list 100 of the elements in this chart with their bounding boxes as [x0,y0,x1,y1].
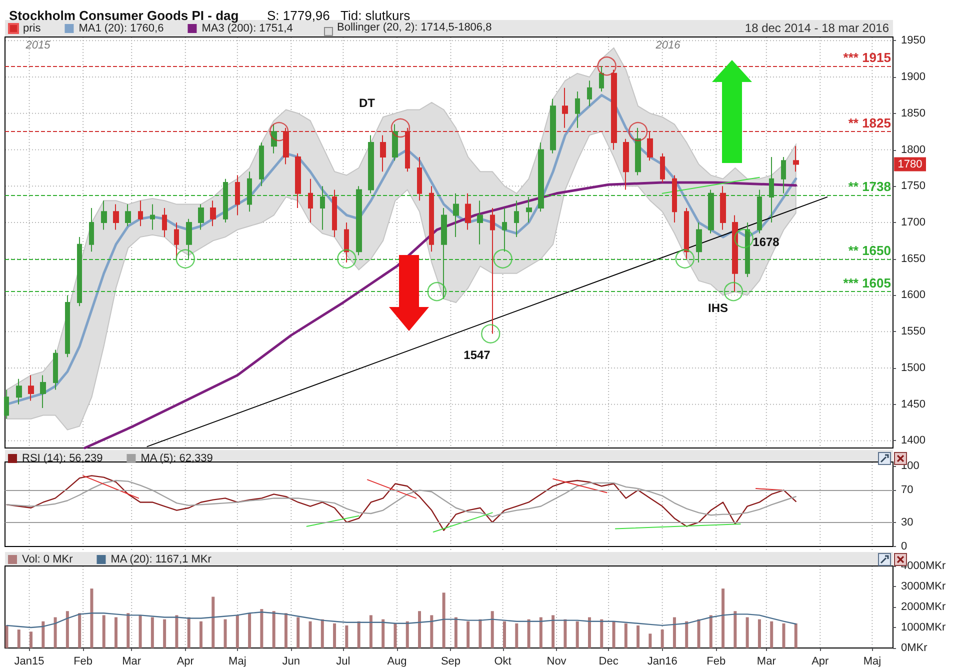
bar [66,611,69,648]
y-tick-label: 70 [901,484,914,496]
point [628,122,648,142]
candlestick [101,200,107,230]
bar [78,613,82,648]
ref-line-label: *** 1605 [843,276,891,291]
bar [126,613,130,648]
candlestick [125,204,131,227]
candlestick [28,374,34,402]
y-tick-label: 1850 [901,107,926,120]
point [493,249,512,268]
ref-line-label: ** 1825 [848,116,891,131]
x-tick-label: Jan15 [14,656,44,668]
bar [382,619,385,648]
candlestick [40,374,46,408]
candlestick [623,138,629,190]
bar [236,615,239,648]
annotation: 2016 [654,40,682,52]
candlestick [672,174,677,223]
bar [114,617,118,648]
bar [782,623,786,648]
candlestick [745,222,750,278]
x-tick-label: Jul [336,656,350,668]
candlestick [490,207,495,334]
bar [588,617,591,648]
candlestick [708,189,714,234]
ref-line-label: ** 1738 [848,178,891,194]
bar [296,617,300,648]
bar [308,621,312,648]
bar [54,617,57,648]
y-tick-label: 0MKr [901,642,928,654]
candlestick [295,152,301,208]
candlestick [320,186,325,230]
bar [722,588,725,648]
candlestick [575,91,580,128]
candlestick [538,142,544,212]
bar [746,617,749,648]
candlestick [793,146,799,172]
candlestick [769,156,774,223]
candlestick [453,192,459,238]
candlestick [198,204,204,230]
y-tick-label: 0 [901,540,908,552]
legend-label: RSI (14): 56,239 [22,452,103,464]
bar [490,611,494,648]
y-tick-label: 1800 [901,144,926,156]
x-tick-label: Nov [546,656,567,668]
y-tick-label: 2000MKr [901,601,946,613]
text: 18 dec 2014 - 18 mar 2016 [744,21,890,35]
bar [552,615,555,648]
bar [672,617,676,648]
candlestick [599,66,604,92]
x-tick-label: Apr [812,656,830,668]
candlestick [526,196,532,223]
bar [248,613,252,648]
candlestick [550,98,556,154]
bar [418,611,422,648]
point [269,122,289,142]
legend-label: MA1 (20): 1760,6 [78,22,164,34]
candlestick [4,389,9,420]
bar [697,619,700,648]
candlestick [696,222,702,264]
candlestick [223,178,228,223]
candlestick [344,222,349,264]
candlestick [150,204,155,230]
annotation: DT [359,96,376,110]
bar [466,621,470,648]
bar [394,623,397,648]
bar [442,592,446,648]
bar [357,621,360,648]
y-tick-label: 30 [901,516,914,528]
x-tick-label: Okt [494,656,512,668]
candlestick [259,142,264,187]
bar [770,621,774,648]
y-tick-label: 1900 [901,71,926,84]
bar [102,615,106,648]
candlestick [89,207,94,252]
candlestick [16,378,22,405]
x-tick-label: Feb [706,656,726,668]
candlestick [587,80,592,107]
point [675,249,694,268]
candlestick [417,156,422,202]
bar [660,630,664,648]
point [734,228,754,248]
annotation: 1678 [752,235,780,249]
bar [758,619,761,648]
bar [454,617,458,648]
y-tick-label: 3000MKr [901,580,946,592]
candlestick [356,186,362,256]
y-tick-label: 1000MKr [901,622,946,634]
bar [564,619,567,648]
candlestick [562,87,568,128]
y-tick-label: 1750 [901,180,926,192]
bar [794,623,798,648]
bar [30,632,33,648]
y-tick-label: 1550 [901,326,926,338]
bar [199,621,202,648]
bar [333,623,336,648]
legend-label: MA (20): 1167,1 MKr [110,554,212,566]
candlestick [514,200,519,238]
ref-line-label: ** 1650 [848,242,891,258]
